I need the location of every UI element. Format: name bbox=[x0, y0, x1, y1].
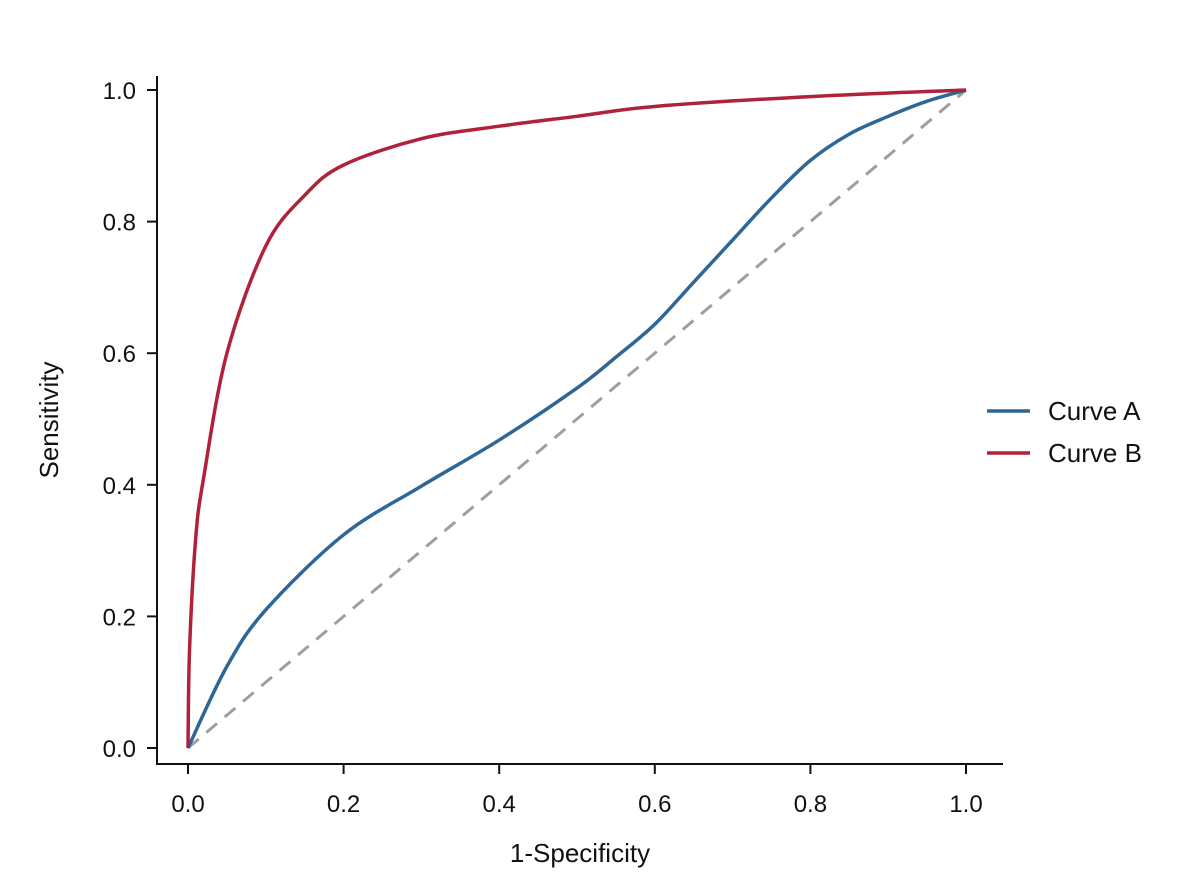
series-line-curve-b bbox=[186, 88, 967, 749]
x-tick-label: 0.4 bbox=[483, 791, 516, 818]
reference-diagonal-line bbox=[187, 88, 967, 750]
x-tick-label: 0.0 bbox=[171, 791, 204, 818]
legend-label-curve-b: Curve B bbox=[1048, 438, 1142, 468]
y-tick-label: 0.8 bbox=[103, 210, 136, 237]
x-tick-label: 0.2 bbox=[327, 791, 360, 818]
y-tick-label: 0.2 bbox=[103, 604, 136, 631]
y-tick-label: 0.4 bbox=[103, 473, 136, 500]
x-tick-label: 0.6 bbox=[638, 791, 671, 818]
axes bbox=[156, 76, 1003, 765]
y-tick-label: 1.0 bbox=[103, 78, 136, 105]
legend: Curve A Curve B bbox=[987, 396, 1142, 468]
y-tick-label: 0.6 bbox=[103, 341, 136, 368]
x-tick-label: 1.0 bbox=[949, 791, 982, 818]
y-tick-label: 0.0 bbox=[103, 736, 136, 763]
series-line-curve-a bbox=[186, 88, 967, 749]
legend-label-curve-a: Curve A bbox=[1048, 396, 1141, 426]
x-axis-title: 1-Specificity bbox=[510, 838, 650, 868]
y-axis-title: Sensitivity bbox=[34, 361, 64, 478]
x-tick-label: 0.8 bbox=[794, 791, 827, 818]
